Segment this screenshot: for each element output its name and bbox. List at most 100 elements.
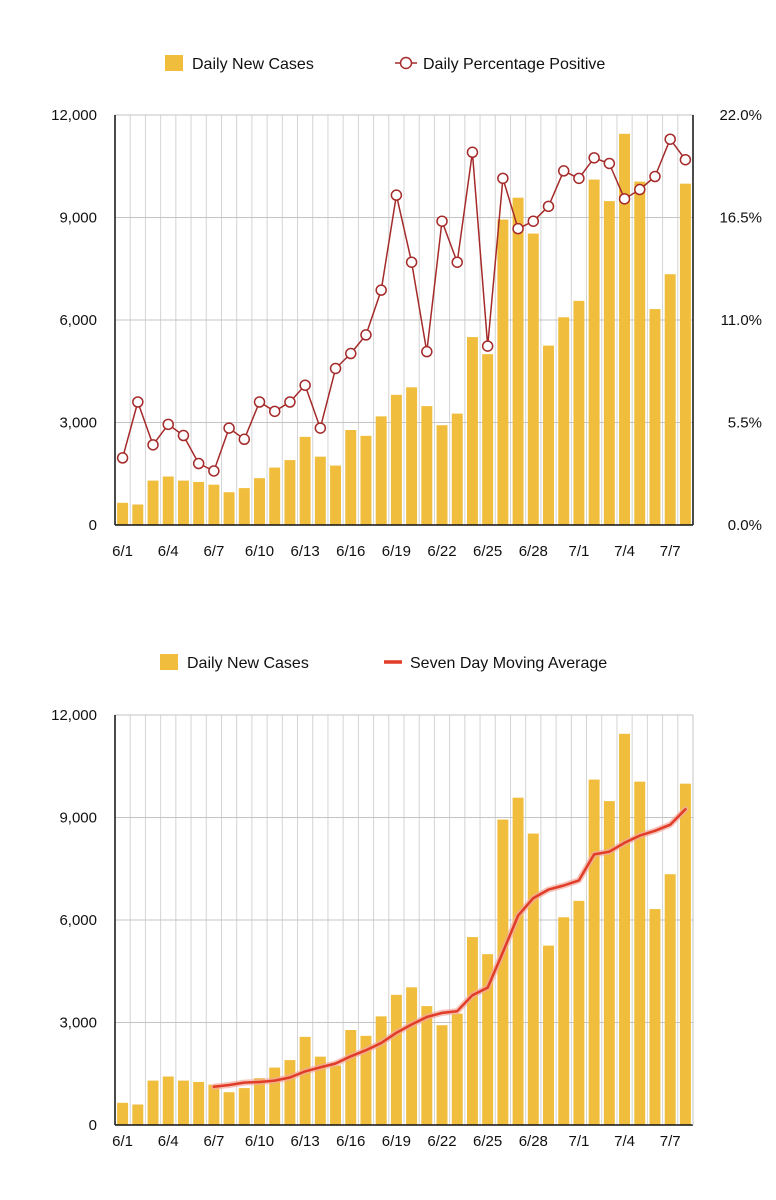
marker-percentage-positive (360, 329, 372, 341)
legend-label-daily-new-cases: Daily New Cases (187, 655, 309, 672)
bar-7-4 (619, 133, 631, 525)
bar-6-20 (406, 387, 418, 525)
bar-6-2 (132, 504, 144, 525)
marker-percentage-positive (405, 256, 418, 268)
bar-7-8 (679, 183, 691, 526)
bar-6-1 (117, 502, 129, 525)
marker-percentage-positive (299, 379, 311, 391)
legend: Daily New Cases Seven Day Moving Average (160, 654, 607, 672)
bar-7-6 (649, 909, 661, 1125)
bar-6-27 (512, 197, 524, 525)
bar-7-2 (588, 779, 600, 1125)
bar-6-11 (269, 467, 281, 525)
bar-6-3 (147, 480, 159, 525)
y-tick-label-left: 6,000 (59, 312, 97, 329)
bar-6-10 (254, 478, 265, 525)
chart-cases-and-positivity: Daily New Cases Daily Percentage Positiv… (51, 55, 762, 560)
marker-percentage-positive (466, 146, 479, 159)
bar-6-18 (375, 1016, 387, 1125)
line-series (116, 133, 692, 477)
bar-6-14 (314, 1056, 326, 1125)
x-tick-label: 6/13 (291, 543, 320, 560)
bar-6-12 (284, 1060, 296, 1125)
marker-percentage-positive (390, 189, 403, 201)
bar-6-5 (177, 480, 189, 525)
y-tick-label-left: 6,000 (59, 912, 97, 929)
marker-percentage-positive (436, 215, 448, 227)
y-tick-label-right: 16.5% (719, 210, 762, 227)
x-tick-label: 7/1 (568, 543, 589, 560)
bar-7-5 (634, 181, 646, 525)
bar-6-26 (497, 819, 509, 1125)
bar-6-16 (345, 430, 357, 525)
marker-percentage-positive (573, 172, 585, 185)
x-tick-label: 7/7 (660, 543, 681, 560)
marker-percentage-positive (588, 152, 600, 164)
bar-6-11 (269, 1067, 281, 1125)
bar-6-18 (375, 416, 387, 525)
legend: Daily New Cases Daily Percentage Positiv… (165, 55, 605, 73)
bar-7-2 (588, 179, 600, 525)
y-tick-label-right: 5.5% (728, 415, 762, 432)
marker-percentage-positive (208, 465, 220, 477)
bar-6-9 (238, 1088, 250, 1125)
legend-label-percentage-positive: Daily Percentage Positive (423, 56, 605, 73)
marker-percentage-positive (284, 396, 296, 408)
x-tick-label: 6/10 (245, 543, 274, 560)
bar-6-10 (254, 1078, 265, 1125)
bar-6-17 (360, 435, 372, 525)
moving-average-line (212, 808, 687, 1088)
bar-6-17 (360, 1035, 372, 1125)
plot-grid (115, 714, 693, 1126)
bar-6-6 (193, 1081, 205, 1125)
bar-7-8 (679, 783, 691, 1125)
x-tick-label: 6/1 (112, 543, 133, 560)
marker-percentage-positive (223, 422, 235, 434)
bar-6-9 (238, 488, 250, 525)
x-tick-label: 6/10 (245, 1133, 274, 1150)
bar-6-20 (406, 987, 418, 1125)
legend-marker-percentage-positive (399, 56, 413, 70)
x-tick-label: 6/28 (519, 543, 548, 560)
bar-6-19 (390, 994, 402, 1125)
marker-percentage-positive (268, 405, 281, 418)
marker-percentage-positive (527, 215, 540, 227)
marker-percentage-positive (664, 133, 676, 145)
marker-percentage-positive (132, 396, 144, 408)
y-tick-label-right: 0.0% (728, 517, 762, 534)
bar-6-22 (436, 425, 448, 525)
marker-percentage-positive (192, 457, 205, 470)
legend-swatch-daily-new-cases (165, 55, 183, 71)
x-tick-label: 6/13 (291, 1133, 320, 1150)
y-tick-label-right: 22.0% (719, 107, 762, 124)
x-tick-label: 6/22 (427, 543, 456, 560)
marker-percentage-positive (116, 452, 129, 464)
x-tick-label: 6/19 (382, 543, 411, 560)
bar-6-7 (208, 1084, 220, 1125)
bar-6-5 (177, 1080, 189, 1125)
bar-6-1 (117, 1102, 129, 1125)
marker-percentage-positive (497, 172, 509, 185)
legend-swatch-daily-new-cases (160, 654, 178, 670)
bar-6-24 (466, 937, 478, 1125)
bar-6-29 (543, 345, 554, 525)
marker-percentage-positive (421, 345, 433, 358)
bar-6-15 (330, 465, 342, 525)
axes: 0 3,000 6,000 9,000 12,000 6/1 6/4 6/7 6/10 6/13 6… (51, 707, 694, 1150)
marker-percentage-positive (542, 200, 555, 213)
bar-7-3 (603, 801, 615, 1125)
marker-percentage-positive (177, 429, 190, 442)
marker-percentage-positive (451, 256, 463, 268)
bar-6-8 (223, 492, 235, 525)
x-tick-label: 7/1 (568, 1133, 589, 1150)
bar-7-1 (573, 300, 585, 525)
marker-percentage-positive (147, 439, 159, 451)
y-tick-label-right: 11.0% (721, 312, 762, 329)
marker-percentage-positive (162, 418, 174, 431)
bars-daily-new-cases (117, 133, 691, 526)
x-tick-label: 6/28 (519, 1133, 548, 1150)
marker-percentage-positive (649, 170, 661, 183)
line-series (210, 806, 689, 1090)
bar-7-7 (664, 274, 676, 525)
